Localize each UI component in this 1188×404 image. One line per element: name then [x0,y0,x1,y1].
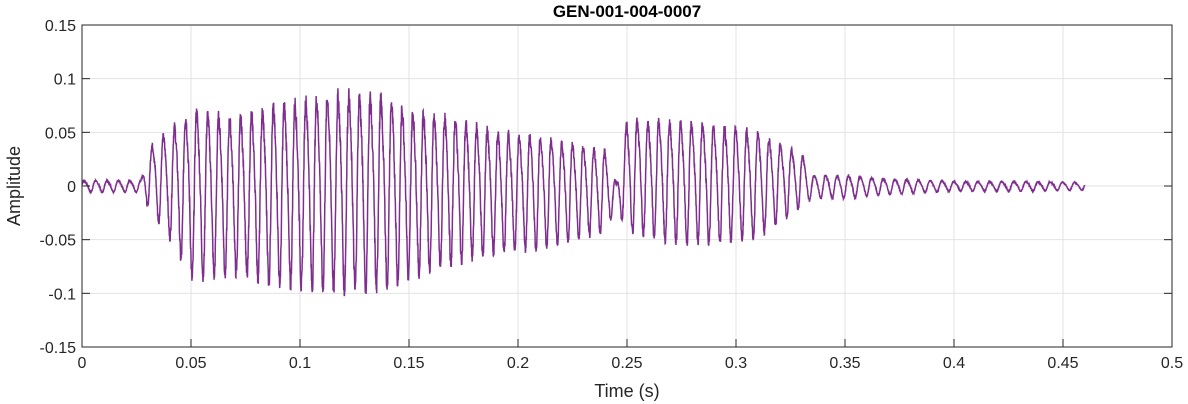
y-tick-label: 0.15 [45,18,76,35]
x-tick-label: 0.25 [611,355,642,372]
chart-title: GEN-001-004-0007 [553,2,701,21]
y-tick-label: -0.15 [40,340,77,357]
x-tick-label: 0.5 [1161,355,1183,372]
y-tick-label: 0 [67,179,76,196]
y-tick-label: -0.1 [48,286,76,303]
x-tick-label: 0.05 [175,355,206,372]
x-tick-label: 0.1 [289,355,311,372]
x-axis-label: Time (s) [594,381,659,401]
y-tick-label: 0.1 [54,72,76,89]
y-axis-label: Amplitude [4,146,24,226]
x-axis-ticks: 0 0.05 0.1 0.15 0.2 0.25 0.3 0.35 0.4 0.45 0.5 [78,339,1183,372]
x-tick-label: 0 [78,355,87,372]
x-tick-label: 0.35 [829,355,860,372]
x-tick-label: 0.45 [1047,355,1078,372]
x-tick-label: 0.4 [943,355,965,372]
y-tick-label: -0.05 [40,233,77,250]
x-tick-label: 0.15 [393,355,424,372]
y-tick-label: 0.05 [45,125,76,142]
waveform-series-line [81,88,1086,297]
x-tick-label: 0.2 [507,355,529,372]
y-axis-ticks: -0.15 -0.1 -0.05 0 0.05 0.1 0.15 [40,18,1172,357]
x-tick-label: 0.3 [725,355,747,372]
